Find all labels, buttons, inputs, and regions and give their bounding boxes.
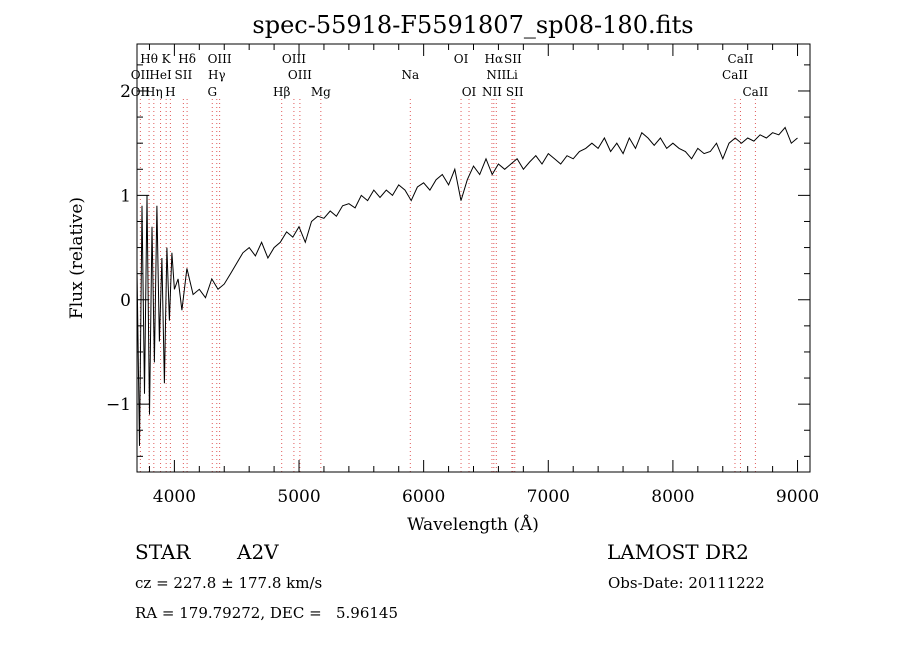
y-tick-label: 1 — [120, 186, 131, 206]
spectral-line-label: HeI — [149, 68, 172, 82]
spectral-line-label: OI — [454, 52, 469, 66]
spectral-line-label: NII — [486, 68, 506, 82]
x-tick-label: 8000 — [651, 487, 694, 507]
spectral-line-markers — [139, 99, 756, 472]
spectral-line-label: CaII — [742, 85, 768, 99]
spectral-line-label: OIII — [288, 68, 312, 82]
spectral-line-label: OII — [131, 68, 151, 82]
spectral-line-label: OIII — [208, 52, 232, 66]
spectral-line-label: Mg — [311, 85, 331, 99]
spectral-line-label: H — [165, 85, 175, 99]
spectral-line-label: Hα — [485, 52, 504, 66]
plot-frame — [136, 43, 811, 473]
object-class: STAR — [135, 540, 191, 564]
spectral-line-label: G — [207, 85, 217, 99]
y-tick-label: 0 — [120, 291, 131, 311]
survey-name: LAMOST DR2 — [607, 540, 749, 564]
spectral-line-label: Hη — [145, 85, 163, 99]
obs-date: Obs-Date: 20111222 — [608, 574, 765, 592]
spectral-line-label: Li — [506, 68, 518, 82]
spectral-line-label: SII — [506, 85, 524, 99]
x-tick-label: 5000 — [277, 487, 320, 507]
redshift-value: cz = 227.8 ± 177.8 km/s — [135, 574, 323, 592]
spectral-line-label: Hδ — [178, 52, 196, 66]
spectral-line-label: Na — [401, 68, 419, 82]
spectral-line-label: OI — [462, 85, 477, 99]
spectral-line-label: Hθ — [140, 52, 158, 66]
x-tick-label: 4000 — [153, 487, 196, 507]
chart-title: spec-55918-F5591807_sp08-180.fits — [252, 11, 693, 39]
spectral-line-label: CaII — [728, 52, 754, 66]
spectral-line-label: CaII — [722, 68, 748, 82]
x-tick-label: 6000 — [402, 487, 445, 507]
spectral-line-label: K — [162, 52, 172, 66]
spectrum-line — [136, 126, 798, 446]
spectral-line-label: Hγ — [208, 68, 226, 82]
y-tick-label: −1 — [106, 395, 131, 415]
spectral-line-label: NII — [482, 85, 502, 99]
spectral-line-label: Hβ — [273, 85, 290, 99]
spectral-line-label: SII — [175, 68, 193, 82]
axis-ticks: 4000 5000 6000 7000 8000 9000 −1 0 1 2 — [106, 44, 819, 507]
spectral-line-label: OIII — [282, 52, 306, 66]
y-axis-label: Flux (relative) — [67, 197, 87, 319]
y-tick-label: 2 — [120, 82, 131, 102]
spectral-subclass: A2V — [237, 540, 279, 564]
spectral-line-label: OII — [131, 85, 151, 99]
spectral-line-label: SII — [504, 52, 522, 66]
x-tick-label: 9000 — [776, 487, 819, 507]
x-axis-label: Wavelength (Å) — [407, 514, 539, 535]
x-tick-label: 7000 — [527, 487, 570, 507]
coordinates: RA = 179.79272, DEC = 5.96145 — [135, 604, 399, 622]
